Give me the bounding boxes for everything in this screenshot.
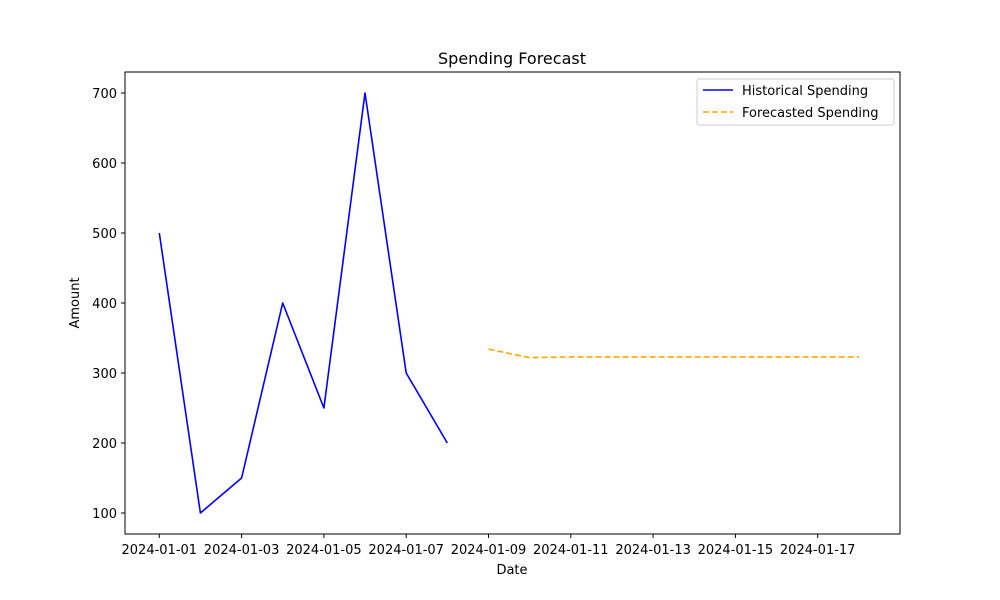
historical-point	[323, 408, 324, 409]
historical-point	[282, 303, 283, 304]
series-line-forecast	[488, 348, 859, 359]
x-tick-label: 2024-01-15	[698, 543, 774, 558]
series-line-historical	[158, 92, 448, 514]
x-tick-label: 2024-01-05	[286, 543, 362, 558]
x-tick-label: 2024-01-01	[122, 543, 198, 558]
x-tick-label: 2024-01-11	[533, 543, 609, 558]
series-lines	[158, 92, 859, 514]
legend-label-forecast: Forecasted Spending	[742, 106, 879, 121]
forecast-point	[488, 349, 489, 350]
y-tick-label: 400	[92, 297, 117, 312]
x-axis: 2024-01-01 2024-01-03 2024-01-05 2024-01-07…	[122, 534, 856, 558]
y-tick-label: 100	[92, 507, 117, 522]
forecast-point	[653, 356, 654, 357]
y-tick-label: 500	[92, 227, 117, 242]
historical-point	[406, 373, 407, 374]
forecast-point	[611, 356, 612, 357]
forecast-point	[776, 356, 777, 357]
forecast-point	[858, 356, 859, 357]
x-axis-label: Date	[496, 563, 527, 578]
y-axis-label: Amount	[68, 277, 83, 328]
x-tick-label: 2024-01-09	[451, 543, 527, 558]
x-tick-label: 2024-01-17	[780, 543, 856, 558]
legend: Historical Spending Forecasted Spending	[696, 78, 895, 126]
y-tick-label: 600	[92, 157, 117, 172]
historical-point	[159, 233, 160, 234]
historical-point	[200, 513, 201, 514]
x-tick-label: 2024-01-03	[204, 543, 280, 558]
y-tick-label: 300	[92, 367, 117, 382]
y-tick-label: 700	[92, 87, 117, 102]
y-axis: 100 200 300 400 500 600 700	[92, 87, 125, 522]
historical-point	[365, 93, 366, 94]
forecast-point	[735, 356, 736, 357]
x-tick-label: 2024-01-07	[368, 543, 444, 558]
historical-point	[447, 443, 448, 444]
chart-title: Spending Forecast	[438, 49, 586, 68]
x-tick-label: 2024-01-13	[615, 543, 691, 558]
legend-box	[696, 78, 895, 126]
forecast-point	[570, 356, 571, 357]
legend-label-historical: Historical Spending	[742, 84, 868, 99]
forecast-point	[817, 356, 818, 357]
plot-area	[124, 71, 901, 535]
forecast-point	[694, 356, 695, 357]
historical-point	[241, 478, 242, 479]
forecast-point	[529, 357, 530, 358]
y-tick-label: 200	[92, 437, 117, 452]
